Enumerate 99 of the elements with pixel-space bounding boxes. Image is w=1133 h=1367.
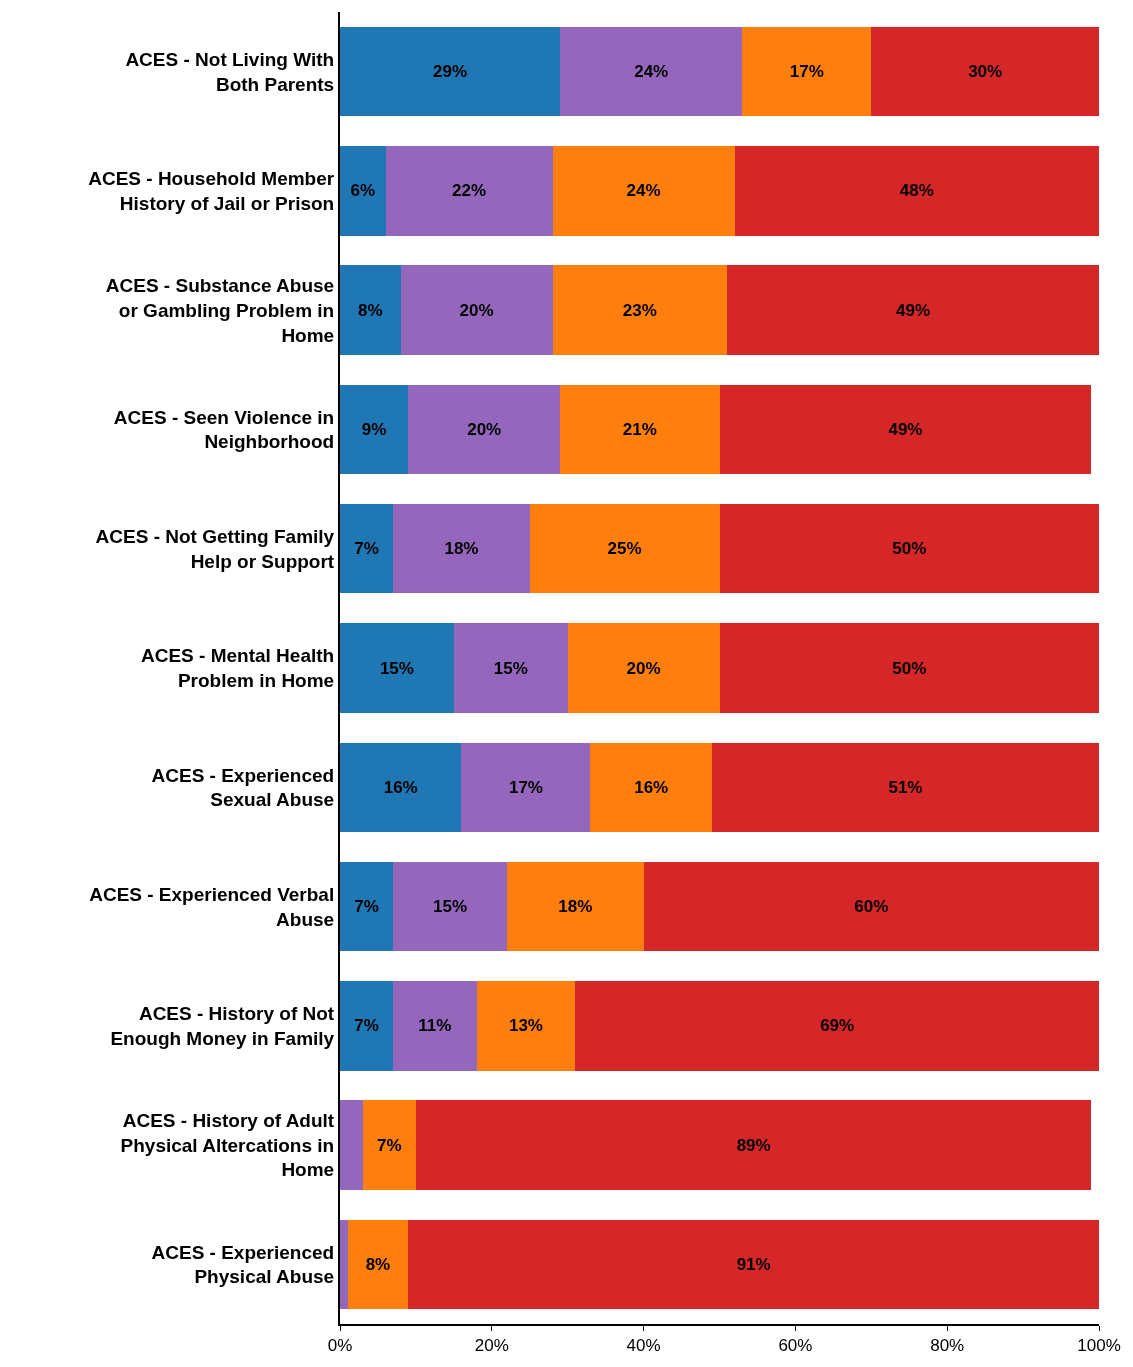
bar [340, 1219, 348, 1310]
y-tick-label: ACES - Experienced Physical Abuse [151, 1241, 335, 1288]
data-label: 24% [626, 181, 661, 201]
y-tick-label: ACES - History of Not Enough Money in Family [110, 1003, 335, 1049]
bar [340, 981, 394, 1071]
data-label: 8% [365, 1254, 391, 1274]
bar [727, 265, 1099, 355]
data-label: 49% [888, 419, 923, 439]
data-label: 9% [361, 419, 387, 439]
x-tick-label: 20% [474, 1336, 509, 1356]
data-label: 60% [854, 897, 889, 917]
y-tick-label: ACES - Experienced Verbal Abuse [89, 883, 335, 930]
bar [408, 384, 561, 475]
data-label: 50% [892, 658, 927, 678]
data-label: 22% [452, 181, 487, 201]
bar [575, 981, 1099, 1071]
x-tick-label: 40% [626, 1336, 661, 1356]
data-label: 49% [896, 300, 931, 320]
data-label: 16% [634, 777, 669, 797]
bar [347, 1219, 409, 1310]
data-label: 20% [467, 419, 502, 439]
bar [415, 1100, 1092, 1190]
bar [408, 1219, 1099, 1310]
y-tick-label: ACES - Not Living With Both Parents [125, 48, 335, 95]
bar [340, 861, 394, 952]
data-label: 69% [820, 1016, 855, 1036]
data-label: 11% [418, 1016, 452, 1036]
data-label: 51% [888, 777, 923, 797]
data-label: 7% [354, 897, 379, 917]
x-tick-label: 60% [778, 1336, 813, 1356]
bar [590, 742, 712, 832]
bar [400, 265, 553, 355]
x-tick-label: 100% [1077, 1336, 1121, 1356]
bar [560, 26, 743, 117]
bar [340, 623, 454, 713]
bar [340, 384, 409, 475]
data-label: 25% [607, 539, 642, 559]
data-label: 17% [789, 62, 824, 82]
data-label: 15% [493, 658, 528, 678]
data-label: 8% [358, 300, 383, 320]
bar [560, 384, 720, 475]
bar [711, 742, 1099, 832]
bar [506, 861, 644, 952]
y-tick-label: ACES - Household Member History of Jail or Prison [88, 168, 335, 214]
bar [529, 504, 720, 594]
data-label: 23% [622, 300, 657, 320]
data-label: 18% [444, 539, 479, 559]
bar [567, 623, 720, 713]
y-tick-label: ACES - Substance Abuse or Gambling Problem in Home [105, 275, 335, 346]
data-label: 30% [968, 62, 1003, 82]
bar [340, 146, 386, 236]
bar [393, 981, 477, 1071]
bar [340, 26, 561, 117]
data-label: 89% [736, 1135, 771, 1155]
data-label: 91% [736, 1254, 771, 1274]
y-tick-label: ACES - History of Adult Physical Altercations in Home [120, 1110, 335, 1181]
bar [476, 981, 576, 1071]
x-tick-label: 80% [930, 1336, 965, 1356]
data-label: 15% [379, 658, 414, 678]
data-label: 29% [433, 62, 468, 82]
bar [393, 861, 507, 952]
data-label: 16% [383, 777, 418, 797]
data-label: 7% [354, 539, 379, 559]
bar [340, 742, 462, 832]
data-label: 21% [622, 419, 657, 439]
data-label: 48% [899, 181, 934, 201]
bar [552, 265, 728, 355]
data-label: 7% [377, 1135, 402, 1155]
data-label: 50% [892, 539, 927, 559]
data-label: 6% [350, 181, 376, 201]
bar [552, 146, 735, 236]
data-label: 7% [354, 1016, 379, 1036]
bar [742, 26, 872, 117]
data-label: 17% [508, 777, 543, 797]
bar [719, 504, 1099, 594]
bar [385, 146, 553, 236]
bar [643, 861, 1099, 952]
bar [461, 742, 591, 832]
bar [362, 1100, 416, 1190]
bar [719, 384, 1092, 475]
data-label: 24% [634, 62, 669, 82]
x-tick-label: 0% [327, 1336, 353, 1356]
bar [734, 146, 1099, 236]
data-label: 15% [433, 897, 468, 917]
data-label: 13% [508, 1016, 543, 1036]
bar [393, 504, 530, 594]
bar [340, 265, 401, 355]
y-tick-label: ACES - Experienced Sexual Abuse [151, 764, 335, 811]
y-tick-label: ACES - Not Getting Family Help or Support [95, 526, 335, 572]
data-label: 20% [626, 658, 661, 678]
bar [453, 623, 568, 713]
y-tick-label: ACES - Seen Violence in Neighborhood [113, 406, 335, 453]
data-label: 20% [459, 300, 494, 320]
bar [719, 623, 1099, 713]
bar [340, 1100, 363, 1190]
y-tick-label: ACES - Mental Health Problem in Home [141, 645, 335, 691]
bar [871, 26, 1099, 117]
bar [340, 504, 394, 594]
data-label: 18% [558, 897, 593, 917]
